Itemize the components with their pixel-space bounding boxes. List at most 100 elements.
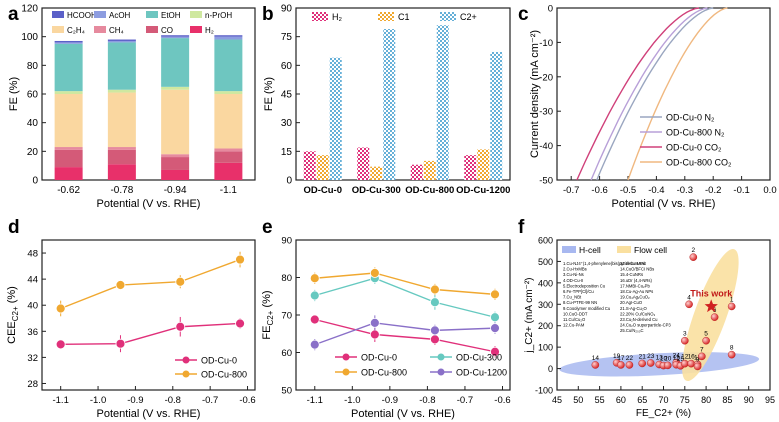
panel-e-data-point [309, 273, 320, 284]
panel-f-flow-point-label: 5 [704, 331, 708, 338]
panel-f-flow-point [727, 302, 736, 311]
panel-f-hcell-point-label: 23 [647, 353, 655, 360]
panel-d-series-line [60, 258, 241, 310]
panel-c-legend-label: OD-Cu-0 N₂ [666, 113, 715, 123]
panel-c-xtick-label: -0.6 [591, 185, 607, 196]
panel-d-data-point [175, 276, 186, 287]
panel-e-legend-marker [342, 353, 350, 361]
panel-f-hcell-point-label: 16 [688, 354, 696, 361]
panel-f-ytick-label: 400 [538, 278, 553, 288]
panel-f-reference-item: 12.Cu-PAM [563, 323, 585, 328]
panel-c-xtick-label: -0.5 [620, 185, 636, 196]
panel-a-xtick-label: -0.62 [57, 185, 80, 196]
panel-e-data-point [490, 312, 500, 323]
panel-c-xtick-label: 0.0 [763, 185, 776, 196]
panel-f-reference-item: 19.Cu₄Ag₁CuO₂ [620, 295, 650, 300]
panel-f-flow-point [689, 253, 698, 261]
panel-d-legend-label: OD-Cu-0 [201, 356, 237, 366]
panel-e-legend-label: OD-Cu-300 [456, 353, 502, 363]
panel-b-ytick-label: 75 [281, 32, 293, 43]
panel-f-reference-item: 25.Cu/N₂₀₀C [620, 328, 644, 333]
chart-panel-f-benchmark: 45 50 55 60 65 70 75 80 85 90 95-10001002003004005… [524, 236, 775, 420]
panel-a-bar-segment [161, 154, 190, 158]
panel-f-xtick-label: 95 [765, 395, 775, 405]
panel-f-ytick-label: 500 [538, 257, 553, 267]
panel-d-xtick-label: -0.8 [165, 395, 181, 406]
panel-b-legend-label: C1 [398, 12, 410, 22]
panel-b-bar [477, 149, 490, 180]
panel-c-legend-label: OD-Cu-800 CO₂ [666, 158, 732, 168]
panel-d-data-point [55, 339, 66, 350]
panel-a-xtick-label: -0.94 [164, 185, 187, 196]
panel-e-legend-label: OD-Cu-800 [361, 368, 407, 378]
panel-b-bar [436, 25, 449, 181]
panel-f-hcell-point-label: 13 [656, 355, 664, 362]
panel-e-legend-marker [342, 368, 350, 376]
panel-a-bar-segment [107, 164, 136, 180]
panel-a-legend-label: H₂ [205, 26, 214, 35]
panel-e-data-point [309, 290, 320, 301]
panel-b-ytick-label: 45 [281, 90, 293, 101]
panel-f-flow-point [698, 352, 706, 361]
panel-c-ytick-label: -30 [539, 107, 553, 118]
panel-b-xtick-label: OD-Cu-0 [303, 185, 342, 196]
panel-c-xtick-label: -0.4 [648, 185, 664, 196]
panel-c-legend-label: OD-Cu-0 CO₂ [666, 143, 722, 153]
panel-e-ytick-label: 60 [281, 348, 292, 359]
panel-f-hcell-point [693, 362, 702, 371]
panel-d-ytick-label: 32 [27, 353, 38, 364]
panel-f-hcell-point-label: 10 [660, 356, 668, 363]
panel-a-bar-segment [54, 91, 83, 94]
panel-b-bar [490, 51, 503, 181]
panel-a-legend-label: n-PrOH [205, 11, 232, 20]
panel-a-bar-segment [161, 169, 190, 180]
panel-f-ytick-label: -100 [535, 386, 553, 396]
panel-a-bar-segment [214, 94, 243, 149]
panel-a-bar-segment [161, 157, 190, 170]
panel-f-flow-point-label: 4 [687, 294, 691, 301]
panel-c-ylabel: Current density (mA cm⁻²) [529, 30, 541, 158]
panel-d-data-point [55, 303, 66, 314]
panel-c-ytick-label: -20 [539, 72, 553, 83]
panel-f-reference-item: 22.20% Cu/CuNO₃ [620, 311, 656, 316]
panel-a-bar-segment [107, 92, 136, 148]
panel-e-ylabel: FEC2+ (%) [261, 290, 275, 339]
panel-f-flow-point [685, 300, 693, 309]
panel-d-plot-frame [41, 239, 256, 391]
panel-f-reference-item: 23.Cu₂N-derived Cu [620, 317, 658, 322]
panel-b-bar [410, 164, 423, 180]
panel-c-curve [576, 7, 700, 181]
panel-a-legend-label: HCOOH [67, 11, 97, 20]
panel-a-ytick-label: 40 [27, 118, 39, 129]
panel-f-hcell-point-label: 12 [681, 354, 689, 361]
panel-e-ytick-label: 50 [281, 386, 292, 397]
panel-d-legend-marker [182, 356, 190, 364]
panel-a-bar-segment [54, 43, 83, 92]
panel-a-ytick-label: 20 [27, 147, 39, 158]
panel-a-ylabel: FE (%) [8, 77, 20, 111]
panel-f-xtick-label: 90 [744, 395, 754, 405]
panel-f-reference-item: 13.H-Cu MPs [620, 261, 645, 266]
panel-f-reference-item: 16.uDr (4,4-NRs) [620, 278, 652, 283]
chart-panel-b-catalyst-fe: 0 15 30 45 60 75 90 FE (%) OD-Cu-0 OD-Cu-300 OD-Cu… [263, 4, 511, 196]
panel-f-hcell-point-label: 19 [613, 353, 621, 360]
chart-panel-c-lsv: -0.7 -0.6 -0.5 -0.4 -0.3 -0.2 -0.1 0.0 -50 -40 -30… [529, 4, 777, 211]
panel-a-legend-label: CO [161, 26, 173, 35]
panel-a-bar-segment [161, 89, 190, 155]
panel-b-ytick-label: 15 [281, 147, 293, 158]
panel-a-xtick-label: -1.1 [220, 185, 238, 196]
panel-f-hcell-point [638, 359, 647, 368]
panel-a-bar-segment [214, 91, 243, 94]
panel-f-hcell-point-label: 11 [673, 355, 680, 362]
panel-d-xlabel: Potential (V vs. RHE) [97, 408, 201, 420]
panel-e-data-point [369, 268, 380, 278]
panel-f-xlabel: FE_C2+ (%) [636, 408, 691, 419]
panel-e-ytick-label: 80 [281, 273, 292, 284]
panel-e-series-line [314, 318, 496, 353]
panel-f-ytick-label: 100 [538, 343, 553, 353]
panel-d-series-line [60, 322, 241, 346]
panel-a-legend-label: CH₄ [109, 26, 124, 35]
panel-b-ylabel: FE (%) [263, 77, 275, 111]
panel-c-legend-label: OD-Cu-800 N₂ [666, 128, 725, 138]
panel-a-ytick-label: 120 [21, 4, 38, 15]
